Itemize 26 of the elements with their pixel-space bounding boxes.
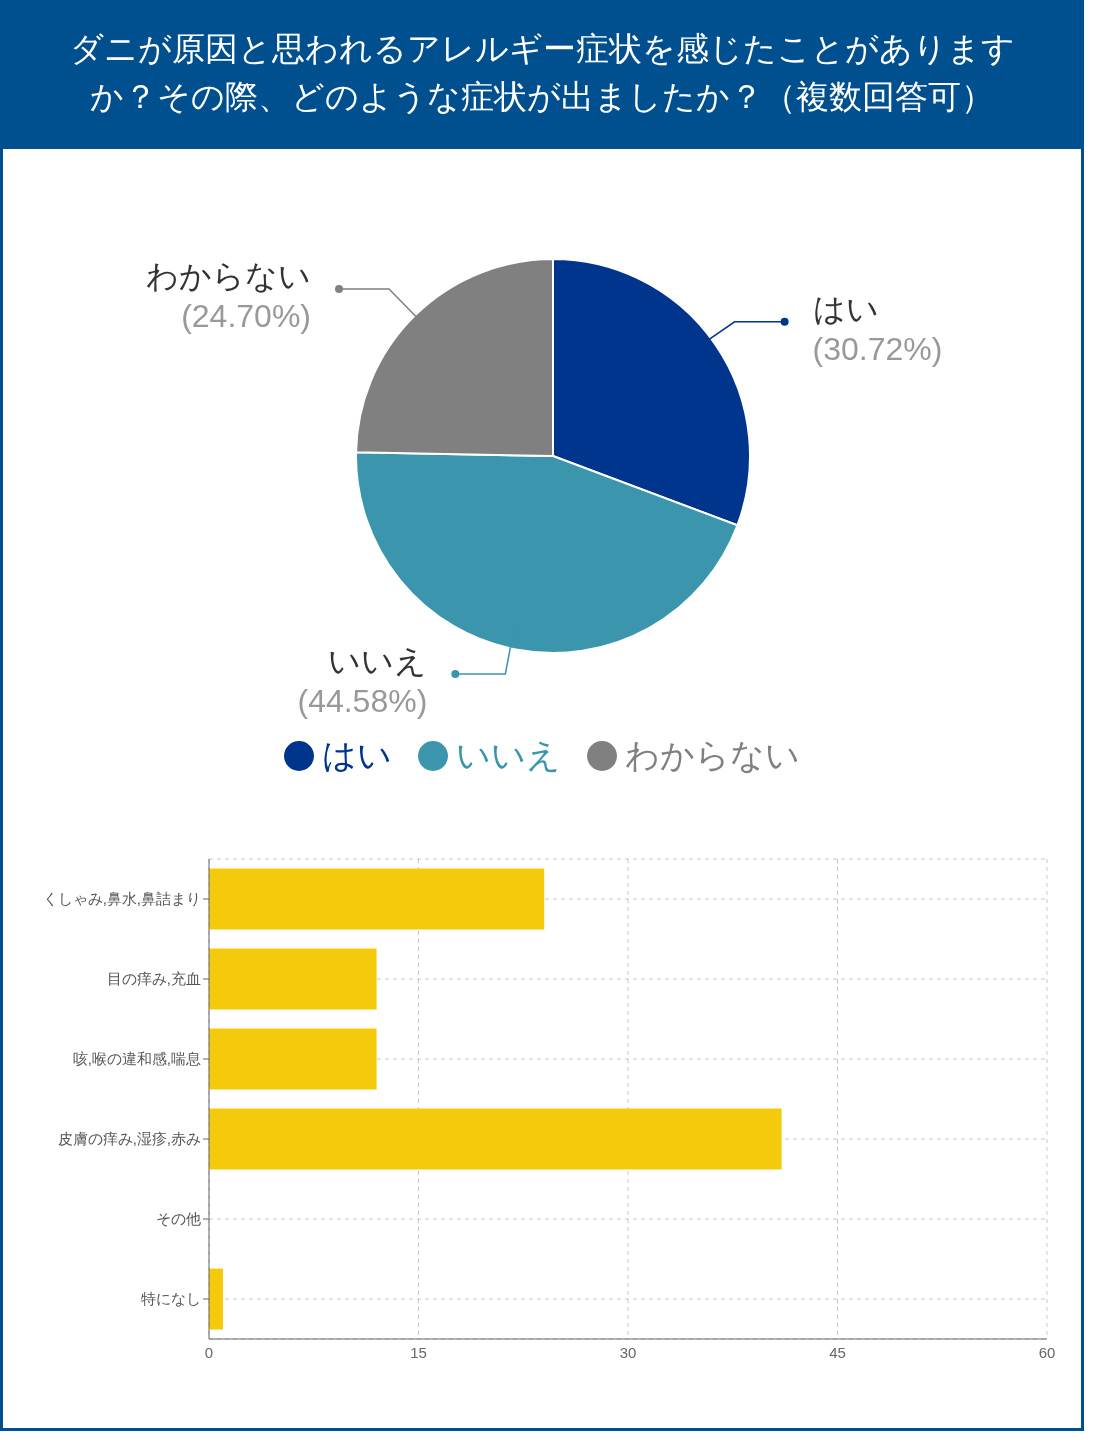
y-tick-label: 咳,喉の違和感,喘息: [72, 1050, 201, 1068]
data-label: (30.72%): [812, 330, 943, 367]
x-tick-label: 30: [619, 1343, 637, 1361]
x-tick-label: 60: [1038, 1343, 1056, 1361]
legend-label: わからない: [625, 735, 800, 776]
y-tick-label: 目の痒み,充血: [106, 970, 201, 988]
data-label: (24.70%): [181, 297, 312, 334]
y-tick-label: 皮膚の痒み,湿疹,赤み: [57, 1130, 201, 1148]
x-tick-label: 0: [204, 1343, 214, 1361]
slice-label: いいえ: [328, 642, 428, 679]
bar: [209, 1108, 782, 1170]
bar: [209, 1268, 223, 1330]
category-label: はい: [322, 736, 392, 774]
bar: [209, 1028, 377, 1090]
x-tick-label: 15: [410, 1343, 427, 1361]
chart-title: ダニが原因と思われるアレルギー症状を感じたことがありますか？その際、どのような症状が出ましたか？（複数回答可）: [68, 29, 1016, 117]
data-label: (44.58%): [297, 682, 428, 719]
y-tick-label: その他: [156, 1210, 201, 1228]
legend-label: いいえ: [456, 735, 561, 776]
legend-label: はい: [812, 290, 879, 327]
bar: [209, 948, 377, 1010]
y-tick-label: くしゃみ,鼻水,鼻詰まり: [42, 890, 201, 908]
slice-label: わからない: [146, 257, 312, 294]
x-tick-label: 45: [829, 1343, 846, 1361]
bar: [209, 868, 545, 930]
y-tick-label: 特になし: [141, 1290, 201, 1308]
